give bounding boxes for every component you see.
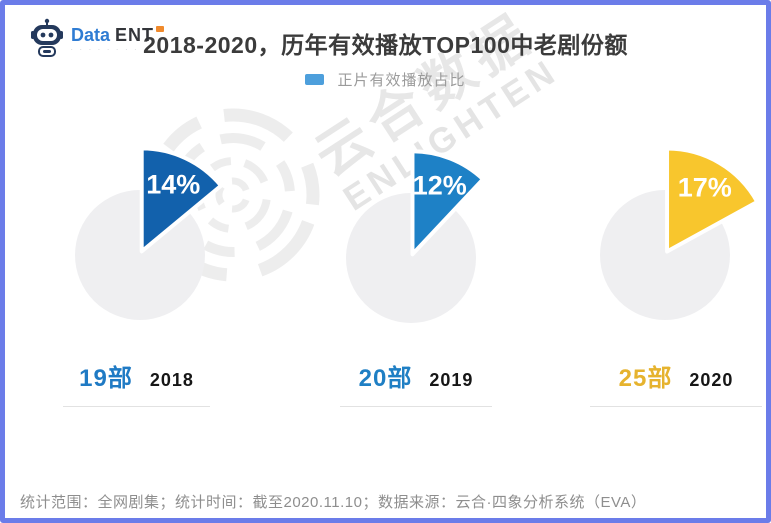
year-label-2019: 2019: [429, 370, 474, 390]
footer-note: 统计范围：全网剧集；统计时间：截至2020.11.10；数据来源：云合·四象分析…: [20, 494, 647, 511]
logo: Data ENT · · · · · · · ·: [29, 18, 165, 60]
year-group-2020: 25部 2020: [590, 358, 762, 407]
year-label-2018: 2018: [149, 370, 194, 390]
pie-chart-2020: 17%: [600, 146, 760, 320]
logo-text-data: Data: [71, 24, 111, 45]
logo-badge: [156, 25, 165, 32]
pie-remainder-2019: [346, 193, 476, 323]
year-label-2020: 2020: [689, 370, 734, 390]
year-group-2018: 19部 2018: [63, 358, 210, 407]
legend-swatch: [305, 74, 325, 85]
pie-slice-label-2019: 12%: [413, 170, 467, 200]
count-label-2020: 25部: [618, 365, 673, 392]
pie-slice-2020: [665, 146, 760, 254]
pie-slice-label-2020: 17%: [678, 173, 732, 203]
year-group-2019: 20部 2019: [340, 358, 492, 407]
pie-slice-2019: [410, 149, 485, 257]
legend-label: 正片有效播放占比: [337, 72, 466, 89]
pie-chart-2019: 12%: [346, 149, 485, 323]
legend: 正片有效播放占比: [5, 69, 766, 90]
pie-slice-label-2018: 14%: [146, 169, 200, 199]
robot-icon: [31, 18, 63, 57]
count-label-2018: 19部: [79, 365, 133, 392]
pie-chart-2018: 14%: [75, 146, 224, 320]
chart-title: 2018-2020，历年有效播放TOP100中老剧份额: [143, 32, 628, 58]
count-label-2019: 20部: [358, 365, 413, 392]
logo-tagline: · · · · · · · ·: [71, 46, 140, 53]
logo-text-ent: ENT: [115, 25, 165, 44]
